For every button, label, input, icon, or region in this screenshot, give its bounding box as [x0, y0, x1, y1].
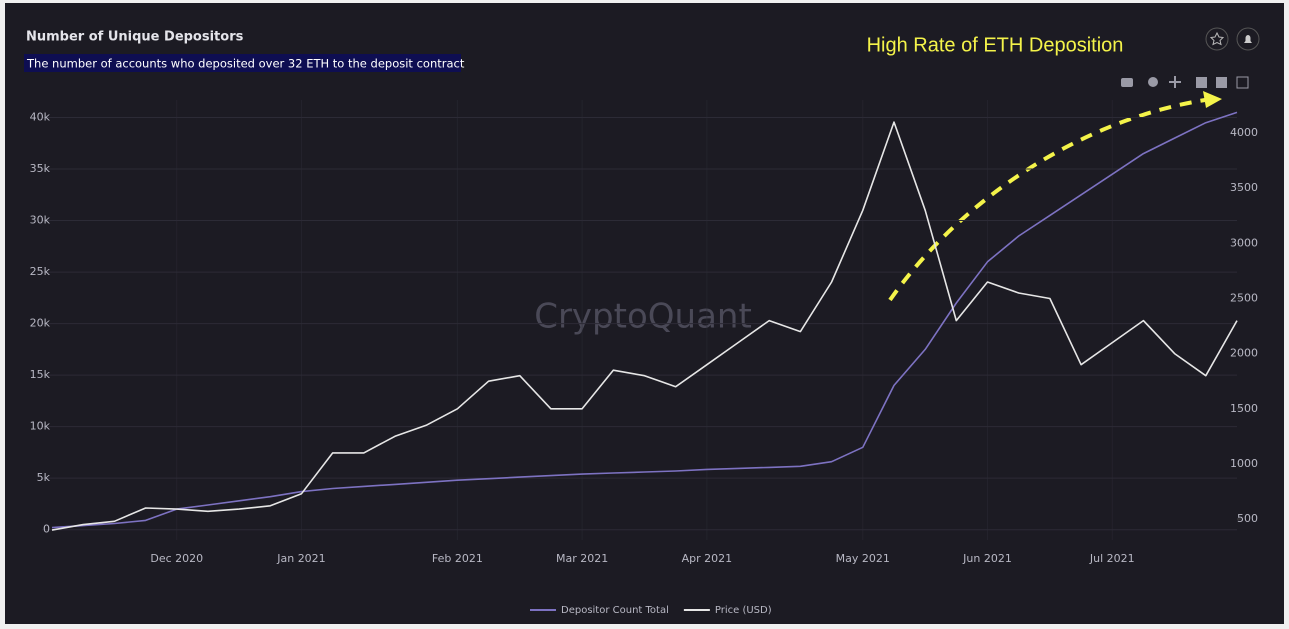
x-tick-label: Feb 2021	[432, 552, 483, 565]
y-tick-label: 5k	[37, 471, 51, 484]
x-tick-label: Dec 2020	[150, 552, 203, 565]
y-tick-label: 15k	[30, 368, 51, 381]
legend-label: Depositor Count Total	[561, 605, 669, 616]
x-tick-label: Jan 2021	[276, 552, 325, 565]
bell-button[interactable]	[1236, 27, 1260, 51]
y2-tick-label: 500	[1237, 512, 1258, 525]
zoom-in-button[interactable]	[1196, 77, 1207, 88]
y2-tick-label: 2000	[1230, 347, 1258, 360]
y2-tick-label: 3000	[1230, 236, 1258, 249]
y-tick-label: 0	[43, 523, 50, 536]
subtitle-bg	[24, 54, 461, 72]
series-line	[51, 111, 1238, 529]
annotation: High Rate of ETH Deposition	[867, 34, 1124, 56]
x-tick-label: Apr 2021	[682, 552, 733, 565]
y2-tick-label: 1000	[1230, 457, 1258, 470]
x-tick-label: May 2021	[836, 552, 890, 565]
x-tick-label: Jul 2021	[1089, 552, 1135, 565]
panel	[5, 3, 1284, 624]
y-tick-label: 10k	[30, 420, 51, 433]
y-tick-label: 20k	[30, 317, 51, 330]
bell-icon	[1244, 35, 1252, 43]
x-tick-label: Jun 2021	[962, 552, 1012, 565]
arrow-head	[1203, 91, 1222, 108]
series-line	[51, 121, 1238, 531]
chart-title: Number of Unique Depositors	[26, 30, 244, 45]
star-button[interactable]	[1205, 27, 1229, 51]
y-tick-label: 40k	[30, 111, 51, 124]
star-icon	[1209, 31, 1225, 46]
y2-tick-label: 2500	[1230, 291, 1258, 304]
zoom-button[interactable]	[1148, 77, 1158, 87]
y2-tick-label: 4000	[1230, 126, 1258, 139]
y-tick-label: 25k	[30, 265, 51, 278]
camera-button[interactable]	[1121, 78, 1133, 87]
chart-subtitle: The number of accounts who deposited ove…	[26, 57, 465, 71]
reset-button[interactable]	[1236, 76, 1249, 89]
x-tick-label: Mar 2021	[556, 552, 608, 565]
toolbar	[1121, 76, 1249, 89]
trend-arrow	[888, 98, 1206, 302]
zoom-out-button[interactable]	[1216, 77, 1227, 88]
legend-label: Price (USD)	[715, 605, 772, 616]
y-tick-label: 35k	[30, 162, 51, 175]
watermark: CryptoQuant	[534, 297, 752, 337]
y2-tick-label: 3500	[1230, 181, 1258, 194]
y-tick-label: 30k	[30, 214, 51, 227]
pan-button[interactable]	[1169, 76, 1181, 88]
y2-tick-label: 1500	[1230, 402, 1258, 415]
